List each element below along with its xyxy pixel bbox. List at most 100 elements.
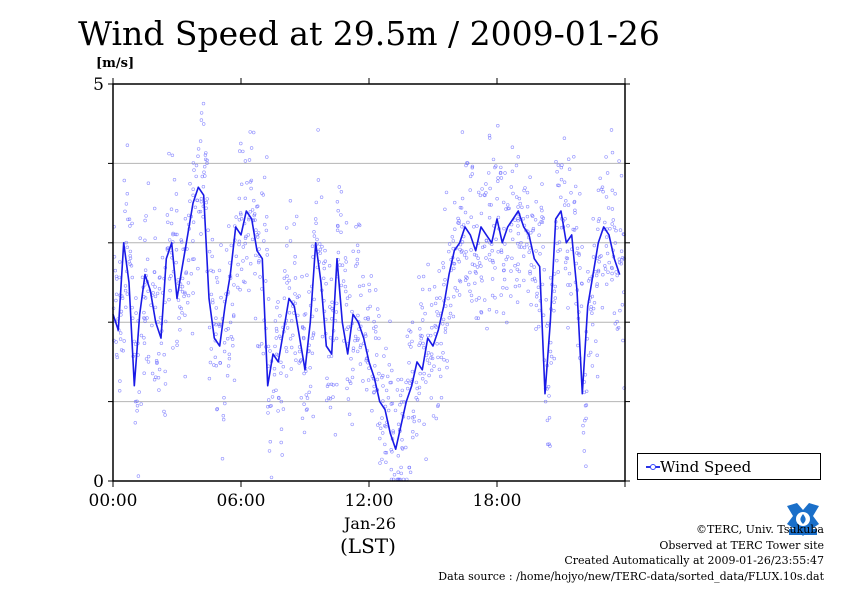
scatter-point: [553, 284, 557, 289]
scatter-point: [610, 207, 615, 211]
scatter-point: [135, 409, 139, 413]
scatter-point: [137, 390, 141, 394]
scatter-point: [357, 284, 362, 288]
scatter-point: [601, 190, 605, 194]
scatter-point: [238, 288, 242, 292]
scatter-point: [269, 475, 274, 480]
scatter-point: [460, 240, 465, 244]
scatter-point: [499, 248, 504, 252]
scatter-point: [464, 250, 468, 254]
scatter-point: [311, 333, 316, 337]
scatter-point: [335, 228, 340, 233]
scatter-point: [336, 209, 340, 213]
scatter-point: [543, 399, 548, 404]
scatter-point: [209, 268, 213, 273]
scatter-point: [489, 203, 493, 207]
scatter-point: [290, 345, 294, 350]
scatter-point: [310, 351, 315, 355]
scatter-point: [418, 327, 422, 331]
scatter-point: [353, 338, 357, 343]
credits: ©TERC, Univ. Tsukuba Observed at TERC To…: [438, 522, 824, 584]
scatter-point: [160, 255, 165, 260]
scatter-point: [191, 291, 195, 295]
scatter-point: [372, 326, 376, 330]
scatter-point: [146, 360, 151, 364]
scatter-point: [180, 284, 185, 289]
scatter-point: [173, 232, 178, 237]
scatter-point: [529, 231, 533, 235]
scatter-point: [504, 207, 508, 211]
scatter-point: [382, 354, 386, 358]
scatter-point: [505, 320, 509, 325]
scatter-point: [621, 338, 625, 343]
scatter-point: [279, 427, 284, 431]
scatter-point: [126, 217, 130, 222]
scatter-point: [323, 248, 327, 253]
scatter-point: [151, 291, 155, 295]
scatter-point: [133, 421, 138, 425]
scatter-point: [265, 247, 269, 252]
scatter-point: [157, 276, 162, 280]
scatter-point: [549, 361, 553, 365]
scatter-point: [328, 405, 333, 410]
scatter-point: [390, 368, 394, 373]
scatter-point: [494, 310, 499, 314]
scatter-point: [590, 294, 594, 299]
scatter-point: [559, 226, 564, 230]
scatter-point: [502, 200, 506, 205]
scatter-point: [536, 324, 541, 329]
scatter-point: [536, 285, 541, 289]
x-tick-label: 12:00: [345, 491, 394, 511]
scatter-point: [439, 341, 443, 346]
scatter-point: [157, 367, 162, 372]
scatter-point: [322, 261, 326, 265]
scatter-point: [254, 228, 258, 232]
scatter-point: [423, 311, 427, 316]
scatter-point: [422, 371, 426, 376]
scatter-point: [479, 275, 483, 279]
scatter-point: [178, 305, 182, 309]
scatter-points: [111, 101, 626, 482]
scatter-point: [330, 317, 334, 321]
scatter-point: [210, 237, 215, 242]
scatter-point: [427, 361, 432, 366]
scatter-point: [452, 295, 456, 299]
scatter-point: [522, 245, 527, 250]
scatter-point: [567, 271, 572, 276]
scatter-point: [290, 319, 294, 323]
scatter-point: [191, 220, 196, 224]
scatter-point: [195, 198, 199, 203]
scatter-point: [516, 205, 520, 209]
scatter-point: [366, 378, 371, 382]
scatter-point: [430, 352, 434, 356]
scatter-point: [415, 386, 419, 391]
scatter-point: [282, 296, 287, 300]
scatter-point: [613, 192, 617, 196]
scatter-point: [484, 239, 489, 243]
scatter-point: [383, 442, 387, 447]
scatter-point: [372, 384, 376, 389]
scatter-point: [605, 251, 610, 256]
scatter-point: [422, 345, 426, 350]
scatter-point: [364, 334, 368, 338]
scatter-point: [453, 200, 457, 205]
scatter-point: [381, 384, 385, 388]
scatter-point: [610, 150, 615, 155]
scatter-point: [282, 276, 286, 280]
scatter-point: [384, 388, 389, 393]
scatter-point: [118, 379, 122, 383]
scatter-point: [490, 293, 495, 298]
scatter-point: [540, 282, 545, 287]
scatter-point: [591, 306, 596, 311]
scatter-point: [217, 268, 222, 273]
scatter-point: [619, 262, 623, 266]
scatter-point: [417, 275, 421, 279]
scatter-point: [305, 273, 309, 277]
scatter-point: [178, 328, 182, 332]
scatter-point: [436, 355, 440, 360]
scatter-point: [223, 401, 227, 406]
scatter-point: [162, 409, 166, 414]
scatter-point: [191, 193, 195, 198]
scatter-point: [261, 351, 265, 356]
scatter-point: [578, 192, 582, 196]
